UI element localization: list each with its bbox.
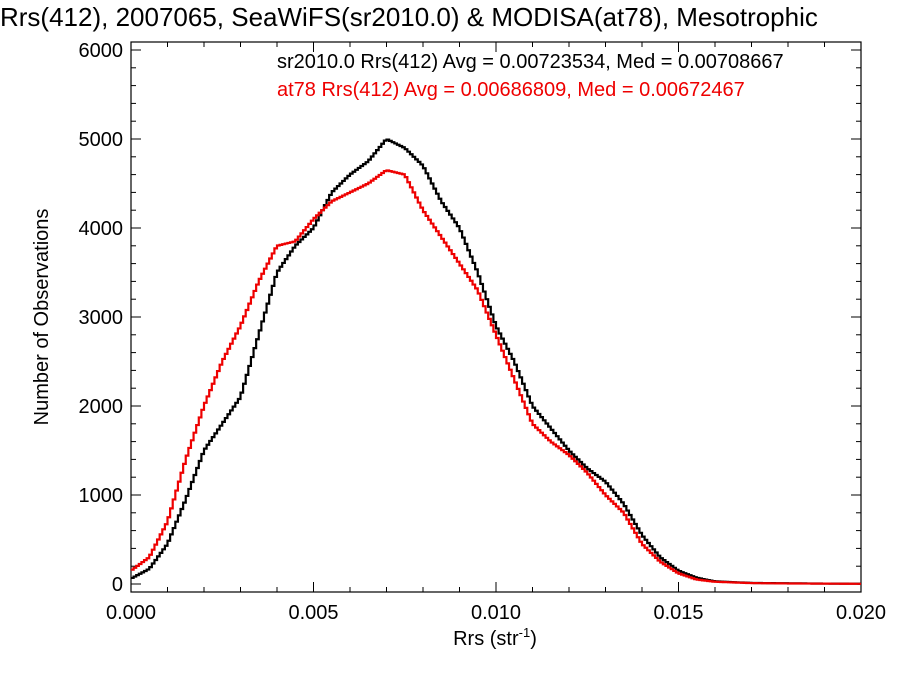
plot-frame (130, 41, 862, 593)
x-tick-label: 0.000 (106, 602, 156, 624)
y-tick-label: 5000 (79, 129, 124, 151)
x-tick-label: 0.020 (836, 602, 886, 624)
legend-entry-sr2010: sr2010.0 Rrs(412) Avg = 0.00723534, Med … (277, 51, 784, 73)
chart-title: Rrs(412), 2007065, SeaWiFS(sr2010.0) & M… (0, 2, 818, 32)
x-tick-label: 0.015 (653, 602, 703, 624)
y-tick-label: 0 (112, 574, 123, 596)
y-tick-label: 2000 (79, 396, 124, 418)
x-axis-label: Rrs (str-1) (453, 625, 537, 650)
y-tick-label: 4000 (79, 218, 124, 240)
x-tick-label: 0.005 (288, 602, 338, 624)
y-tick-label: 3000 (79, 307, 124, 329)
y-axis-label: Number of Observations (31, 209, 53, 426)
legend-entry-at78: at78 Rrs(412) Avg = 0.00686809, Med = 0.… (277, 79, 745, 101)
series-line-sr2010 (131, 138, 861, 585)
y-tick-label: 1000 (79, 485, 124, 507)
series-line-at78 (131, 169, 861, 585)
y-tick-label: 6000 (79, 40, 124, 62)
x-tick-label: 0.010 (471, 602, 521, 624)
